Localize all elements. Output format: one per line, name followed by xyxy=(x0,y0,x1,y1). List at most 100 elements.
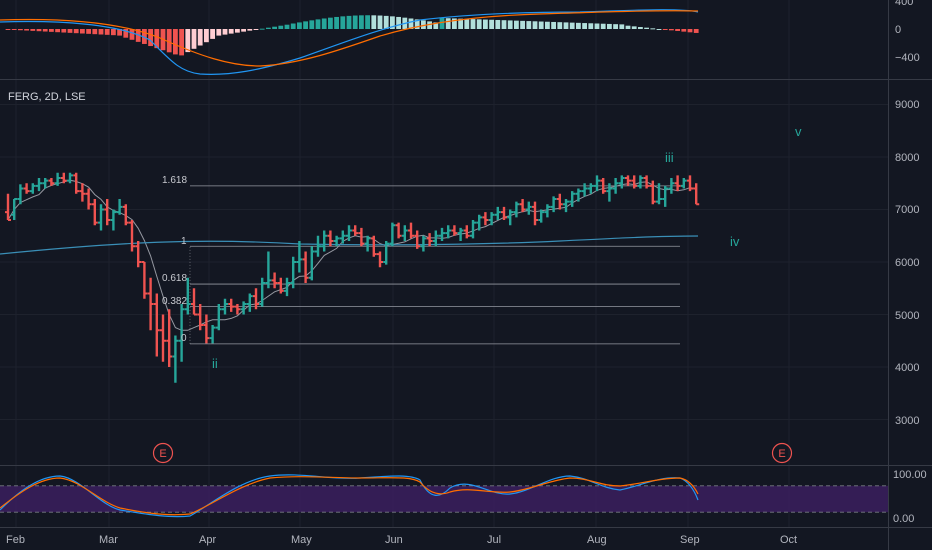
symbol-label[interactable]: FERG, 2D, LSE xyxy=(8,91,86,103)
month-label: Oct xyxy=(780,534,797,546)
ohlc-bar xyxy=(191,288,197,316)
ohlc-bar xyxy=(519,199,526,213)
month-label: Aug xyxy=(587,534,607,546)
ohlc-bar xyxy=(587,183,594,194)
macd-histogram-bar xyxy=(104,29,110,35)
rsi-axis[interactable]: 100.00 0.00 xyxy=(893,469,927,525)
fib-level-label: 0 xyxy=(181,333,187,344)
ohlc-bar xyxy=(17,184,24,205)
ohlc-bar xyxy=(296,241,303,273)
ohlc-bar xyxy=(693,183,700,206)
macd-histogram-bar xyxy=(464,18,470,29)
macd-histogram-bar xyxy=(191,29,197,49)
macd-histogram-bar xyxy=(297,22,302,29)
time-axis[interactable]: Feb Mar Apr May Jun Jul Aug Sep Oct xyxy=(6,534,797,546)
macd-histogram-bar xyxy=(49,29,54,32)
ohlc-bar xyxy=(637,175,644,189)
rsi-line xyxy=(0,474,699,518)
ohlc-bar xyxy=(184,277,191,315)
ohlc-bar xyxy=(569,191,576,207)
ohlc-bar xyxy=(408,222,414,239)
earnings-marker[interactable]: E xyxy=(771,442,793,464)
fib-level-label: 0.382 xyxy=(162,296,187,307)
macd-histogram-bar xyxy=(495,19,501,29)
macd-histogram-bar xyxy=(222,29,228,35)
ohlc-bar xyxy=(401,225,408,241)
ohlc-bar xyxy=(215,304,222,331)
ohlc-bar xyxy=(680,178,687,189)
ohlc-bar xyxy=(426,233,433,247)
ohlc-bar xyxy=(501,206,507,220)
grid xyxy=(0,0,888,527)
ohlc-bar xyxy=(98,204,104,231)
ohlc-bar xyxy=(513,201,520,218)
wave-label-iii: iii xyxy=(665,150,674,165)
ohlc-bar xyxy=(197,304,204,331)
macd-pane[interactable] xyxy=(0,9,699,75)
macd-histogram-bar xyxy=(259,28,265,30)
macd-histogram-bar xyxy=(346,15,352,29)
price-pane[interactable] xyxy=(0,172,700,383)
moving-average-fast xyxy=(7,179,697,331)
macd-histogram-bar xyxy=(396,16,401,29)
ohlc-bar xyxy=(649,180,656,205)
price-tick: 7000 xyxy=(895,204,919,216)
ohlc-bar xyxy=(507,209,514,226)
ohlc-bar xyxy=(439,227,445,241)
ohlc-bar xyxy=(141,261,148,299)
earnings-marker[interactable]: E xyxy=(152,442,174,464)
macd-histogram-bar xyxy=(5,29,11,30)
ohlc-bar xyxy=(129,220,135,252)
macd-histogram-bar xyxy=(433,22,439,29)
macd-histogram-bar xyxy=(340,16,346,29)
macd-axis[interactable]: 400 0 −400 xyxy=(895,0,920,64)
ohlc-bar xyxy=(122,204,129,226)
macd-histogram-bar xyxy=(452,18,457,29)
ohlc-bar xyxy=(271,272,278,289)
ohlc-bar xyxy=(625,175,631,186)
ohlc-bar xyxy=(643,175,650,189)
ohlc-bar xyxy=(556,193,563,210)
macd-histogram-bar xyxy=(377,15,383,29)
ohlc-bar xyxy=(544,204,551,218)
ohlc-bar xyxy=(457,227,464,241)
ohlc-bar xyxy=(302,251,309,283)
ohlc-bar xyxy=(277,277,284,294)
rsi-pane[interactable] xyxy=(0,474,888,518)
price-tick: 4000 xyxy=(895,362,919,374)
macd-histogram-bar xyxy=(613,24,618,29)
macd-tick: 0 xyxy=(895,24,901,36)
ohlc-bar xyxy=(420,235,427,252)
month-label: Jun xyxy=(385,534,403,546)
price-tick: 3000 xyxy=(895,415,919,427)
price-tick: 6000 xyxy=(895,257,919,269)
macd-histogram-bar xyxy=(328,17,333,29)
rsi-band xyxy=(0,485,888,513)
macd-histogram-bar xyxy=(111,29,116,36)
ohlc-bar xyxy=(476,214,483,231)
macd-histogram-bar xyxy=(483,19,488,29)
ohlc-bar xyxy=(135,241,142,268)
price-axis[interactable]: 9000 8000 7000 6000 5000 4000 3000 xyxy=(895,99,919,427)
macd-histogram-bar xyxy=(315,19,321,29)
ohlc-bar xyxy=(525,201,532,215)
macd-histogram-bar xyxy=(123,29,129,38)
earnings-letter: E xyxy=(778,448,785,460)
ohlc-bar xyxy=(104,199,111,226)
macd-histogram-bar xyxy=(86,29,91,34)
ohlc-bar xyxy=(284,277,290,297)
macd-histogram-bar xyxy=(588,23,594,29)
ohlc-bar xyxy=(445,225,452,239)
macd-histogram-bar xyxy=(272,26,277,29)
macd-histogram-bar xyxy=(154,29,160,49)
ohlc-bar xyxy=(265,251,272,289)
macd-histogram-bar xyxy=(569,22,575,29)
ohlc-bar xyxy=(563,199,569,213)
ohlc-bar xyxy=(5,193,11,221)
ohlc-bar xyxy=(674,175,681,192)
ohlc-bar xyxy=(160,314,166,362)
price-tick: 9000 xyxy=(895,99,919,111)
ohlc-bar xyxy=(203,314,210,344)
macd-histogram-bar xyxy=(526,21,532,29)
